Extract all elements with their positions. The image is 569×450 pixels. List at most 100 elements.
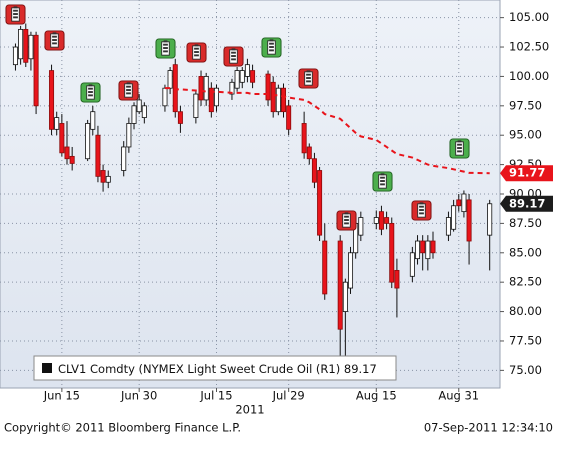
candle-body [126, 123, 132, 148]
candle-body [337, 240, 343, 330]
y-tick-label: 95.00 [509, 128, 542, 142]
footer-left: Copyright© 2011 Bloomberg Finance L.P. [4, 421, 241, 435]
candle-body [445, 217, 451, 236]
event-icon [80, 82, 101, 103]
last-price-tag-box [500, 195, 553, 212]
event-icon [411, 200, 432, 221]
y-tick-label: 82.50 [509, 275, 542, 289]
event-icon [118, 80, 139, 101]
candle-body [141, 105, 147, 118]
candle-body [167, 70, 173, 89]
candle-body [100, 170, 106, 183]
candle-body [281, 87, 287, 113]
candle-body [33, 34, 39, 107]
event-icon [449, 138, 470, 159]
candle-body [59, 123, 65, 154]
event-icon [336, 210, 357, 231]
grid [0, 0, 504, 392]
candle-body [28, 34, 34, 60]
event-icon [223, 46, 244, 67]
x-tick-label: Jul 29 [272, 389, 305, 403]
x-tick-label: Aug 31 [438, 389, 479, 403]
x-tick-label: Jun 30 [120, 389, 157, 403]
candle-body [456, 199, 462, 207]
candle-body [193, 93, 199, 118]
candle-body [301, 123, 307, 154]
candle-body [487, 203, 493, 236]
candle-body [136, 99, 142, 113]
candle-body [409, 252, 415, 277]
candle-body [425, 240, 431, 260]
candle-body [430, 240, 436, 254]
candle-body [322, 240, 328, 295]
candle-body [54, 117, 60, 130]
candle-body [342, 281, 348, 312]
candle-body [250, 70, 256, 83]
candle-body [12, 46, 18, 66]
x-tick-label: Jul 15 [199, 389, 232, 403]
candle-body [85, 123, 91, 160]
ma-price-tag-box [500, 165, 553, 182]
candle-body [348, 252, 354, 289]
candle-body [317, 170, 323, 236]
legend-swatch [42, 363, 52, 373]
candle-body [131, 105, 137, 124]
candle-body [69, 155, 75, 164]
y-tick-label: 100.00 [509, 69, 549, 83]
event-icon [372, 171, 393, 192]
y-tick-label: 87.50 [509, 216, 542, 230]
event-icon [186, 42, 207, 63]
candle-body [105, 175, 111, 183]
candle-body [172, 64, 178, 113]
x-tick-label: Jun 15 [43, 389, 80, 403]
candle-body [95, 134, 101, 177]
candle-body [208, 87, 214, 113]
candle-body [311, 158, 317, 183]
marks [12, 23, 493, 357]
candle-body [415, 240, 421, 260]
y-tick-label: 80.00 [509, 304, 542, 318]
candle-body [306, 146, 312, 160]
candle-body [466, 199, 472, 242]
moving-average-line [164, 87, 490, 175]
candle-body [121, 146, 127, 171]
x-group-label: 2011 [235, 403, 264, 417]
candle-body [358, 217, 364, 236]
candle-body [451, 205, 457, 230]
legend-text: CLV1 Comdty (NYMEX Light Sweet Crude Oil… [58, 362, 377, 376]
candle-body [420, 240, 426, 254]
candle-body [64, 146, 70, 160]
candle-body [389, 222, 395, 283]
candle-body [373, 217, 379, 224]
candle-body [394, 270, 400, 289]
y-tick-label: 97.50 [509, 98, 542, 112]
x-tick-label: Aug 15 [356, 389, 397, 403]
event-icon [44, 30, 65, 51]
candle-body [286, 105, 292, 130]
event-icon [155, 38, 176, 59]
candle-body [203, 76, 209, 101]
candle-body [23, 28, 29, 63]
ma-price-tag: 91.77 [509, 166, 545, 180]
candle-body [18, 28, 24, 60]
y-tick-label: 85.00 [509, 245, 542, 259]
candle-body [275, 87, 281, 113]
last-price-tag: 89.17 [509, 196, 545, 210]
candle-body [384, 217, 390, 224]
candle-body [234, 70, 240, 89]
legend-value: 89.17 [344, 362, 377, 376]
candle-body [239, 70, 245, 83]
footer-right: 07-Sep-2011 12:34:10 [424, 421, 553, 435]
y-tick-label: 77.50 [509, 333, 542, 347]
legend: CLV1 Comdty (NYMEX Light Sweet Crude Oil… [33, 355, 397, 381]
candle-body [90, 111, 96, 130]
candle-body [49, 70, 55, 130]
event-icon [5, 4, 26, 25]
candle-body [177, 111, 183, 124]
y-tick-label: 105.00 [509, 10, 549, 24]
event-icon [261, 37, 282, 58]
y-tick-label: 75.00 [509, 363, 542, 377]
candle-body [162, 87, 168, 107]
y-tick-label: 102.50 [509, 40, 549, 54]
